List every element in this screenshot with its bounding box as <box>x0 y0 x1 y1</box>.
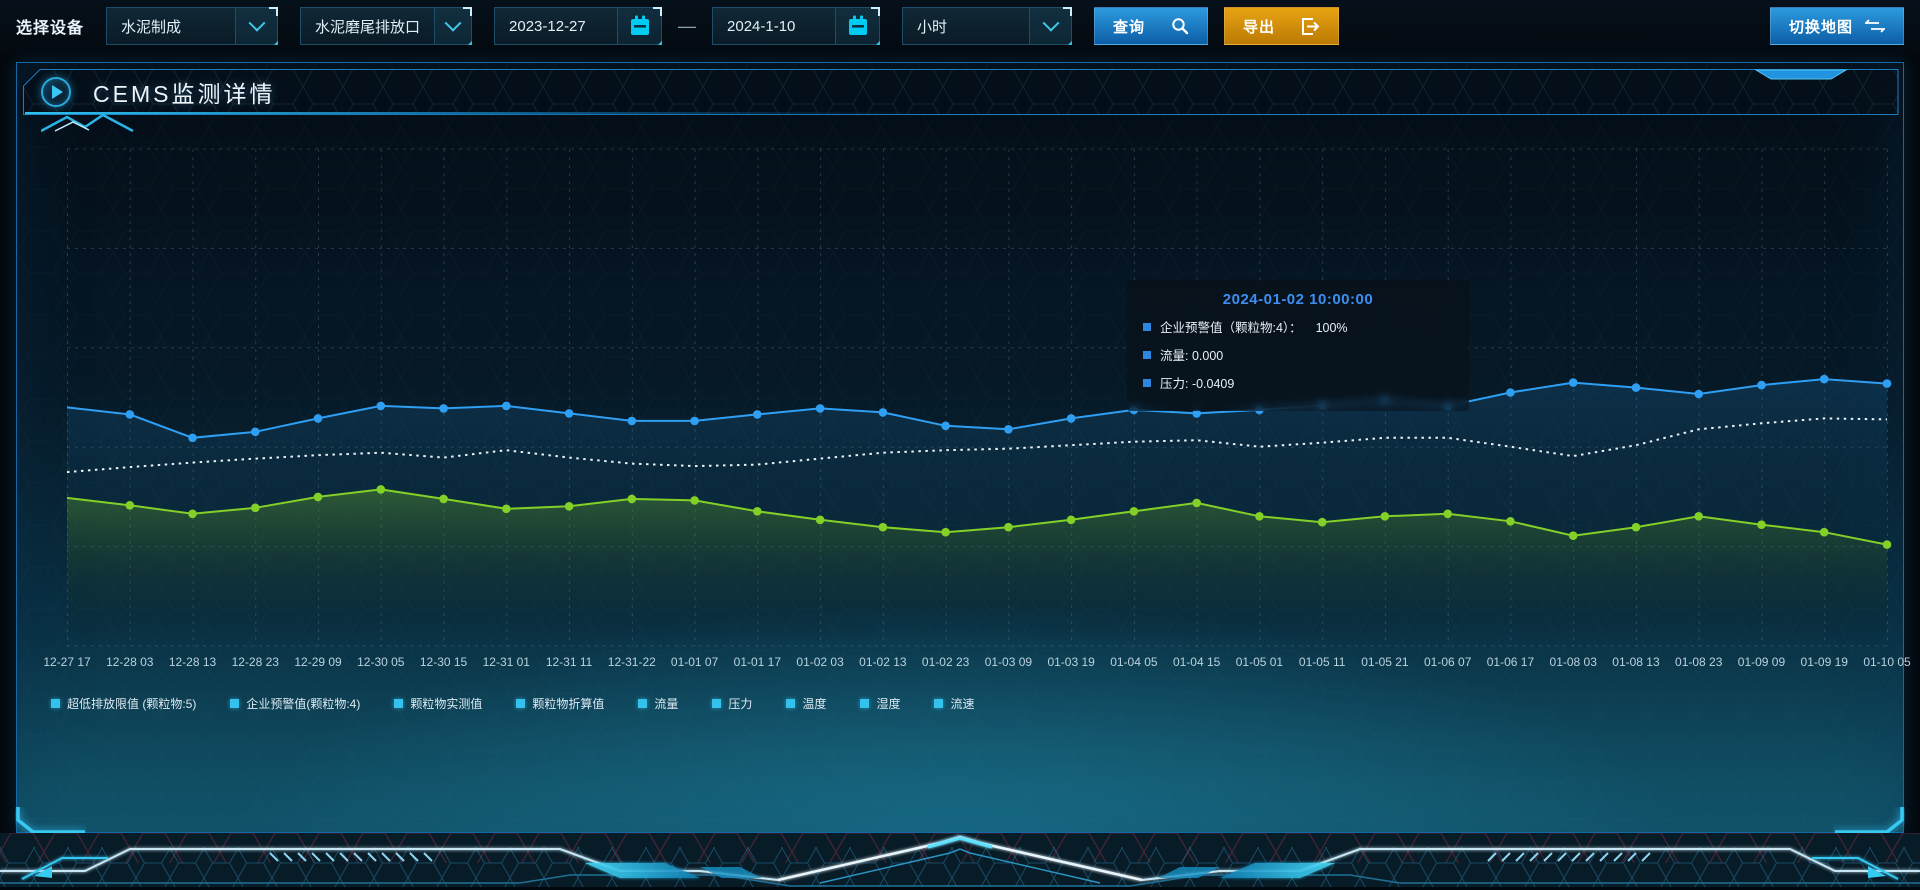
legend-item[interactable]: 流速 <box>934 695 974 712</box>
series-line-2 <box>66 488 1888 546</box>
legend-label: 压力 <box>728 697 753 711</box>
switch-map-button[interactable]: 切换地图 <box>1769 7 1904 45</box>
search-icon <box>1172 18 1189 35</box>
legend-marker <box>51 699 60 708</box>
legend-marker <box>712 699 722 708</box>
x-axis-label: 01-09 09 <box>1737 655 1786 669</box>
legend-label: 颗粒物实测值 <box>410 697 483 711</box>
legend-label: 流量 <box>654 697 679 711</box>
x-axis-label: 12-29 09 <box>294 655 342 669</box>
corner-bracket-right <box>1835 807 1904 834</box>
x-axis-label: 12-28 23 <box>231 655 279 669</box>
x-axis-label: 01-06 17 <box>1486 655 1535 669</box>
x-axis-label: 12-30 15 <box>419 655 468 669</box>
legend-item[interactable]: 压力 <box>712 695 752 712</box>
series-points-2 <box>125 485 1892 549</box>
x-axis-label: 12-31-22 <box>607 655 656 669</box>
legend-marker <box>638 699 648 708</box>
chevron-down-icon[interactable] <box>1029 7 1073 45</box>
x-axis-label: 12-31 11 <box>545 655 593 669</box>
outlet-select[interactable]: 水泥磨尾排放口 <box>300 7 473 45</box>
x-axis-label: 12-30 05 <box>357 655 405 669</box>
swap-arrows-icon <box>1865 19 1885 33</box>
x-axis-label: 01-01 17 <box>733 655 782 669</box>
legend-marker <box>934 699 944 708</box>
legend-label: 企业预警值(颗粒物:4) <box>246 697 361 711</box>
chevron-down-icon[interactable] <box>235 7 279 45</box>
header-notch-decoration <box>1754 69 1848 80</box>
x-axis-label: 01-02 03 <box>796 655 844 669</box>
interval-select-value: 小时 <box>917 18 948 36</box>
start-date-value: 2023-12-27 <box>509 17 586 35</box>
legend-marker <box>860 699 870 708</box>
x-axis-label: 01-10 05 <box>1863 655 1911 669</box>
legend-item[interactable]: 流量 <box>638 695 678 712</box>
panel-header-frame <box>23 69 1899 115</box>
calendar-icon[interactable] <box>617 7 663 45</box>
x-axis-label: 01-08 03 <box>1549 655 1597 669</box>
x-axis-label: 01-03 19 <box>1047 655 1095 669</box>
cems-detail-panel: CEMS监测详情 2024-01-02 10:00:00 企业预警值（颗粒物:4… <box>16 62 1911 834</box>
end-date-picker[interactable]: 2024-1-10 <box>712 7 881 45</box>
legend-label: 超低排放限值 (颗粒物:5) <box>67 697 197 711</box>
device-select-label: 选择设备 <box>16 20 85 37</box>
x-axis-label: 12-28 03 <box>106 655 154 669</box>
x-axis-label: 01-09 19 <box>1800 655 1848 669</box>
zigzag-decoration <box>41 113 134 133</box>
legend-marker <box>516 699 526 708</box>
x-axis-label: 01-08 13 <box>1612 655 1660 669</box>
x-axis-label: 01-05 11 <box>1298 655 1346 669</box>
interval-select[interactable]: 小时 <box>902 7 1073 45</box>
legend-item[interactable]: 颗粒物折算值 <box>516 695 604 712</box>
legend-marker <box>394 699 404 708</box>
x-axis-label: 12-28 13 <box>168 655 217 669</box>
play-icon[interactable] <box>41 77 71 107</box>
x-axis-label: 01-04 15 <box>1172 655 1221 669</box>
x-axis-label: 12-31 01 <box>482 655 530 669</box>
cems-line-chart[interactable]: 2024-01-02 10:00:00 企业预警值（颗粒物:4）： 100% 流量… <box>66 148 1892 647</box>
x-axis-label: 12-27 17 <box>43 655 91 669</box>
export-button[interactable]: 导出 <box>1224 7 1340 45</box>
x-axis-label: 01-02 13 <box>859 655 907 669</box>
x-axis-label: 01-02 23 <box>921 655 970 669</box>
legend-marker <box>230 699 240 708</box>
calendar-icon[interactable] <box>835 7 881 45</box>
x-axis-labels: 12-27 17 12-28 03 12-28 13 12-28 23 12-29 09… <box>43 655 1910 671</box>
x-axis-label: 01-04 05 <box>1110 655 1158 669</box>
legend-item[interactable]: 湿度 <box>860 695 900 712</box>
x-axis-label: 01-05 01 <box>1235 655 1284 669</box>
chevron-down-icon[interactable] <box>434 7 472 45</box>
x-axis-label: 01-06 07 <box>1424 655 1472 669</box>
device-select-value: 水泥制成 <box>121 18 182 36</box>
legend-marker <box>786 699 796 708</box>
x-axis-label: 01-01 07 <box>670 655 719 669</box>
x-axis-label: 01-08 23 <box>1675 655 1723 669</box>
legend-label: 颗粒物折算值 <box>532 697 605 711</box>
legend-item[interactable]: 企业预警值(颗粒物:4) <box>230 695 360 712</box>
legend-label: 温度 <box>802 697 827 711</box>
start-date-picker[interactable]: 2023-12-27 <box>494 7 663 45</box>
legend-item[interactable]: 颗粒物实测值 <box>394 695 482 712</box>
date-range-separator: — <box>678 15 697 36</box>
end-date-value: 2024-1-10 <box>727 17 796 35</box>
chart-legend: 超低排放限值 (颗粒物:5) 企业预警值(颗粒物:4) 颗粒物实测值 颗粒物折算值 流量… <box>51 695 974 712</box>
query-button[interactable]: 查询 <box>1094 7 1209 45</box>
top-toolbar: 选择设备 水泥制成 水泥磨尾排放口 2023-12-27 — 2024-1-10 <box>0 0 1920 52</box>
device-select[interactable]: 水泥制成 <box>106 7 279 45</box>
legend-item[interactable]: 温度 <box>786 695 826 712</box>
corner-bracket-left <box>16 807 85 834</box>
panel-title: CEMS监测详情 <box>93 81 276 107</box>
x-axis-label: 01-03 09 <box>984 655 1033 669</box>
outlet-select-value: 水泥磨尾排放口 <box>315 18 421 36</box>
footer-tech-decoration <box>0 833 1920 890</box>
series-line-0 <box>66 378 1888 439</box>
legend-item[interactable]: 超低排放限值 (颗粒物:5) <box>51 695 196 712</box>
series-area-2 <box>67 489 1887 646</box>
panel-header: CEMS监测详情 <box>23 69 1899 133</box>
export-icon <box>1302 17 1320 35</box>
legend-label: 湿度 <box>876 697 901 711</box>
legend-label: 流速 <box>950 697 975 711</box>
x-axis-label: 01-05 21 <box>1361 655 1409 669</box>
chart-canvas <box>66 148 1892 647</box>
